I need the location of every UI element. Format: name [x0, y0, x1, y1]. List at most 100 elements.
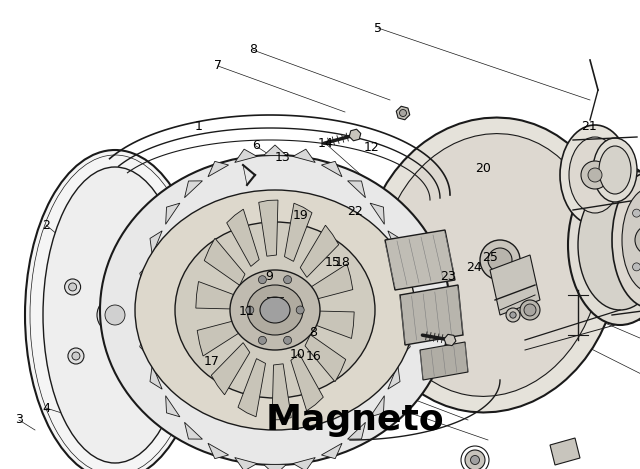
Ellipse shape [622, 188, 640, 292]
Circle shape [465, 450, 485, 469]
Text: 20: 20 [476, 162, 491, 175]
Circle shape [150, 270, 158, 278]
Circle shape [65, 279, 81, 295]
Circle shape [150, 352, 158, 360]
Text: 11: 11 [239, 305, 254, 318]
Circle shape [296, 306, 304, 314]
Polygon shape [388, 231, 400, 255]
Circle shape [632, 209, 640, 217]
Text: 2: 2 [42, 219, 50, 232]
Polygon shape [184, 181, 202, 198]
Circle shape [480, 240, 520, 280]
Ellipse shape [362, 118, 619, 412]
Polygon shape [313, 311, 354, 339]
Circle shape [588, 168, 602, 182]
Polygon shape [321, 161, 342, 177]
Ellipse shape [612, 172, 640, 308]
Polygon shape [197, 320, 239, 356]
Polygon shape [349, 129, 361, 141]
Polygon shape [184, 422, 202, 439]
Polygon shape [227, 209, 259, 266]
Text: 6: 6 [252, 139, 260, 152]
Text: 4: 4 [42, 401, 50, 415]
Circle shape [284, 336, 292, 344]
Polygon shape [396, 106, 410, 120]
Polygon shape [388, 365, 400, 389]
Text: 17: 17 [204, 355, 219, 368]
Text: 10: 10 [290, 348, 305, 361]
Ellipse shape [260, 297, 290, 323]
Polygon shape [400, 285, 463, 345]
Ellipse shape [135, 190, 415, 430]
Ellipse shape [100, 155, 450, 465]
Circle shape [259, 276, 266, 284]
Polygon shape [444, 334, 456, 346]
Polygon shape [406, 296, 413, 324]
Polygon shape [348, 422, 365, 439]
Circle shape [146, 348, 162, 364]
Ellipse shape [599, 146, 631, 194]
Polygon shape [140, 263, 150, 289]
Text: 15: 15 [325, 256, 340, 269]
Text: 25: 25 [482, 251, 497, 265]
Circle shape [68, 283, 77, 291]
Text: 3: 3 [15, 413, 23, 426]
Text: 16: 16 [306, 350, 321, 363]
Text: 14: 14 [317, 136, 333, 150]
Polygon shape [311, 264, 353, 300]
Polygon shape [150, 365, 162, 389]
Circle shape [520, 300, 540, 320]
Circle shape [246, 306, 254, 314]
Text: Magneto: Magneto [266, 403, 444, 437]
Polygon shape [204, 238, 245, 285]
Polygon shape [150, 231, 162, 255]
Circle shape [488, 248, 512, 272]
Circle shape [399, 109, 406, 116]
Ellipse shape [593, 138, 637, 202]
Text: 19: 19 [293, 209, 308, 222]
Ellipse shape [380, 134, 601, 396]
Text: 7: 7 [214, 59, 221, 72]
Ellipse shape [230, 270, 320, 350]
Polygon shape [385, 230, 455, 290]
Circle shape [259, 336, 266, 344]
Polygon shape [348, 181, 365, 198]
Text: 21: 21 [581, 120, 596, 133]
Ellipse shape [247, 285, 303, 335]
Polygon shape [259, 200, 278, 256]
Polygon shape [136, 296, 144, 324]
Polygon shape [321, 443, 342, 459]
Polygon shape [293, 149, 316, 162]
Ellipse shape [25, 150, 205, 469]
Polygon shape [196, 281, 237, 309]
Circle shape [105, 305, 125, 325]
Circle shape [581, 161, 609, 189]
Polygon shape [208, 443, 228, 459]
Polygon shape [305, 335, 346, 382]
Ellipse shape [560, 125, 630, 225]
Circle shape [632, 263, 640, 271]
Circle shape [284, 276, 292, 284]
Circle shape [524, 304, 536, 316]
Polygon shape [166, 396, 180, 417]
Text: 5: 5 [374, 22, 381, 35]
Circle shape [72, 352, 80, 360]
Polygon shape [208, 161, 228, 177]
Polygon shape [264, 145, 287, 156]
Polygon shape [420, 342, 468, 380]
Circle shape [146, 266, 162, 282]
Text: 1: 1 [195, 120, 202, 133]
Polygon shape [490, 255, 540, 315]
Polygon shape [166, 203, 180, 224]
Polygon shape [400, 331, 410, 357]
Polygon shape [291, 354, 323, 411]
Text: 24: 24 [466, 261, 481, 274]
Polygon shape [211, 343, 250, 395]
Text: 12: 12 [364, 141, 379, 154]
Circle shape [68, 348, 84, 364]
Polygon shape [293, 458, 316, 469]
Polygon shape [264, 464, 287, 469]
Polygon shape [235, 458, 257, 469]
Text: 23: 23 [440, 270, 456, 283]
Polygon shape [235, 149, 257, 162]
